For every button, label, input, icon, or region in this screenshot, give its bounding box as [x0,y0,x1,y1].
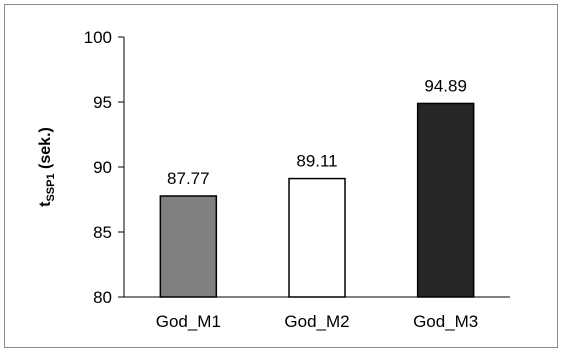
y-tick-label: 85 [93,223,112,242]
bars: 87.77 89.11 94.89 [159,76,475,298]
x-category-label: God_M1 [156,312,221,331]
x-axis-labels: God_M1 God_M2 God_M3 [156,312,479,331]
y-axis-label: tSSP1 (sek.) [37,127,57,207]
y-tick-label: 80 [93,288,112,307]
x-category-label: God_M3 [413,312,478,331]
data-label: 87.77 [167,169,210,188]
bar-god-m3 [416,102,475,298]
bar-god-m2 [288,177,346,298]
y-axis-ticks: 80 85 90 95 100 [84,28,124,307]
data-label: 89.11 [296,152,337,171]
y-axis-label-subscript: SSP1 [45,173,57,201]
y-tick-label: 100 [84,28,112,47]
y-axis-label-main: t [37,201,54,207]
y-tick-label: 90 [93,158,112,177]
y-axis-label-unit: (sek.) [37,127,54,173]
bar-god-m1 [159,195,218,298]
y-tick-label: 95 [93,93,112,112]
data-label: 94.89 [424,76,467,95]
x-category-label: God_M2 [284,312,349,331]
